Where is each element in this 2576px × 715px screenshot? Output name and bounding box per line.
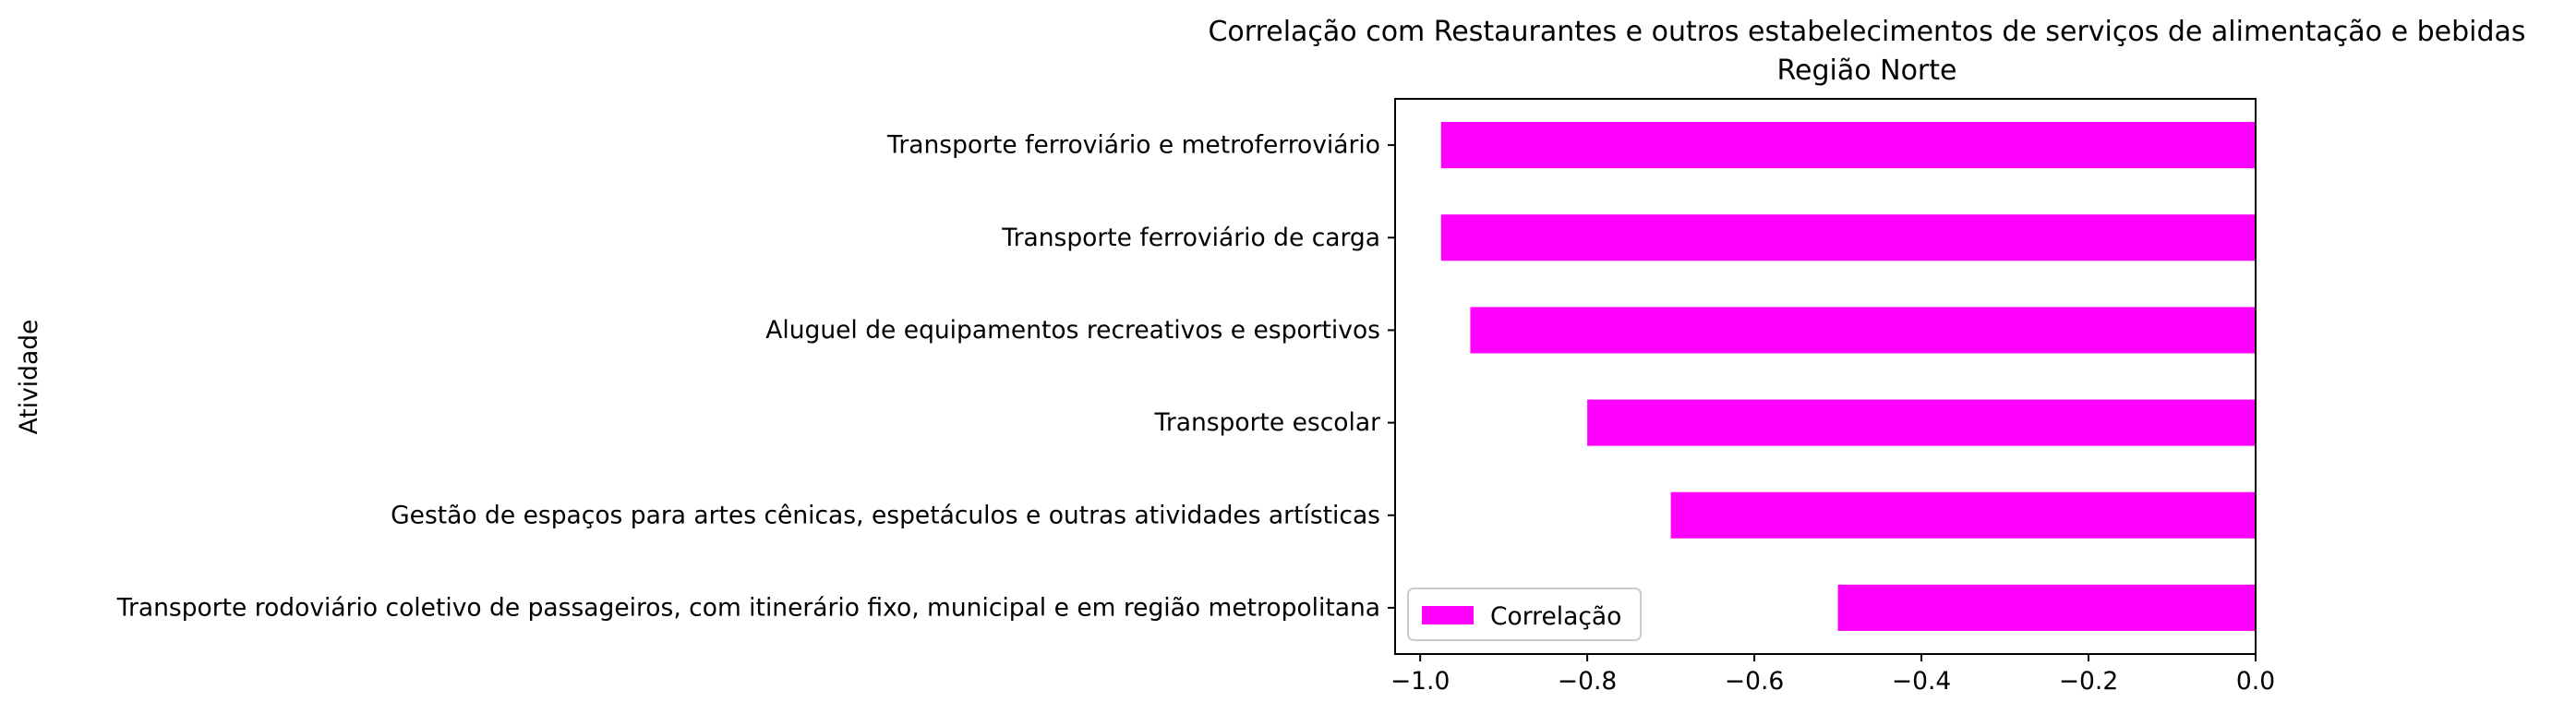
bar [1837, 584, 2256, 631]
y-tick-label: Transporte rodoviário coletivo de passag… [116, 593, 1380, 622]
y-tick-label: Transporte escolar [1154, 408, 1381, 437]
chart-title: Correlação com Restaurantes e outros est… [1208, 16, 2525, 48]
x-ticks-group: −1.0 −0.8 −0.6 −0.4 −0.2 0.0 [1390, 654, 2275, 696]
bar [1440, 214, 2256, 261]
bar [1587, 399, 2256, 446]
legend-label: Correlação [1490, 602, 1621, 631]
x-tick-label: −0.4 [1892, 667, 1951, 696]
bars-group [1440, 122, 2256, 631]
y-tick-label: Gestão de espaços para artes cênicas, es… [391, 501, 1380, 529]
plot-frame [1394, 98, 2257, 655]
x-tick-label: −1.0 [1390, 667, 1450, 696]
y-axis-label: Atividade [15, 320, 43, 435]
x-tick-label: −0.2 [2059, 667, 2118, 696]
y-tick-label: Aluguel de equipamentos recreativos e es… [765, 316, 1380, 345]
x-tick-label: −0.6 [1725, 667, 1784, 696]
bar [1670, 491, 2256, 539]
chart-subtitle: Região Norte [1777, 55, 1957, 87]
x-tick-label: 0.0 [2236, 667, 2275, 696]
legend: Correlação [1407, 588, 1642, 641]
y-ticks-group: Transporte ferroviário e metroferroviári… [116, 131, 1395, 622]
legend-swatch [1422, 606, 1474, 624]
bar [1470, 307, 2256, 354]
y-tick-label: Transporte ferroviário de carga [1001, 224, 1380, 252]
x-tick-label: −0.8 [1558, 667, 1617, 696]
y-tick-label: Transporte ferroviário e metroferroviári… [886, 131, 1380, 160]
legend-box [1407, 588, 1642, 641]
bar [1440, 122, 2256, 169]
